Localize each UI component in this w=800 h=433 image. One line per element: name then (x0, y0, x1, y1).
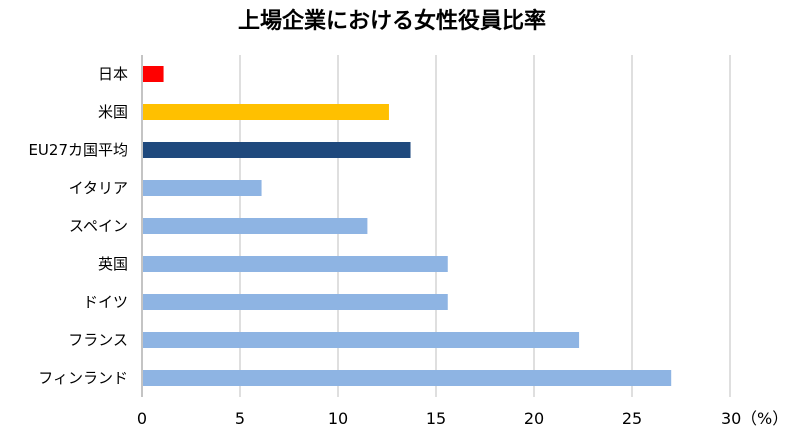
x-tick-label: 10 (328, 409, 348, 428)
bar (143, 332, 580, 348)
x-unit-label: （%） (741, 409, 788, 428)
category-label: EU27カ国平均 (28, 141, 128, 159)
category-label: 英国 (98, 255, 128, 273)
category-label: フィンランド (38, 369, 128, 387)
bar (143, 180, 262, 196)
bar (143, 142, 411, 158)
category-label: フランス (68, 331, 128, 349)
x-tick-label: 5 (235, 409, 245, 428)
category-label: ドイツ (83, 293, 128, 311)
bar (143, 294, 448, 310)
chart-title: 上場企業における女性役員比率 (238, 8, 546, 34)
bar (143, 66, 164, 82)
x-tick-label: 15 (426, 409, 446, 428)
bar (143, 370, 672, 386)
category-label: 米国 (98, 103, 128, 121)
x-tick-label: 0 (137, 409, 147, 428)
category-label: イタリア (69, 179, 128, 197)
x-tick-label: 30 (721, 409, 741, 428)
bar (143, 256, 448, 272)
category-label: 日本 (98, 65, 128, 83)
bar (143, 218, 368, 234)
bars (143, 66, 672, 386)
x-tick-label: 25 (622, 409, 642, 428)
bar (143, 104, 389, 120)
x-tick-label: 20 (524, 409, 544, 428)
x-tick-labels: 0 5 10 15 20 25 30 (137, 409, 741, 428)
category-label: スペイン (69, 217, 128, 235)
